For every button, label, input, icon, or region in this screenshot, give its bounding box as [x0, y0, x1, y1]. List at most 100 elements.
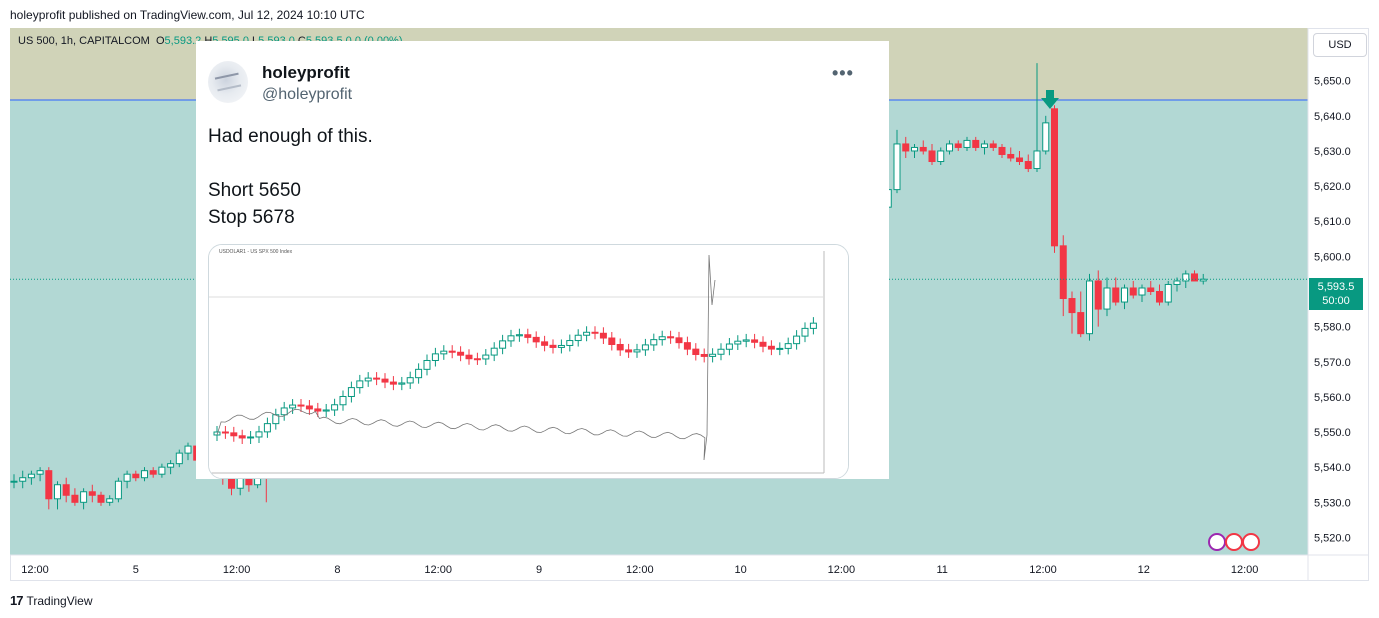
tweet-chart-image[interactable]: USDOLAR1 - US SPX 500 Index [208, 244, 849, 479]
candle-body [1173, 280, 1181, 285]
inset-candle-body [499, 340, 507, 349]
candle-body [928, 150, 936, 163]
candle-body [149, 470, 157, 475]
candle-body [19, 477, 27, 482]
inset-candle-body [692, 348, 700, 355]
legend-o-value: 5,593.2 [164, 35, 202, 47]
inset-candle-body [591, 331, 599, 334]
avatar[interactable] [208, 61, 248, 103]
x-tick-label: 5 [133, 564, 139, 576]
inset-candle-body [389, 381, 397, 385]
tweet-line: Stop 5678 [208, 207, 295, 228]
footer-brand[interactable]: TradingView [26, 593, 93, 608]
inset-candle-body [515, 334, 523, 337]
inset-candle-body [650, 339, 658, 346]
x-tick-label: 12:00 [1231, 564, 1259, 576]
inset-candle-body [784, 343, 792, 349]
inset-candle-body [255, 431, 263, 438]
y-tick-label: 5,550.0 [1314, 427, 1351, 439]
x-tick-label: 12:00 [21, 564, 49, 576]
us-flag-icon [1225, 533, 1243, 551]
y-tick-label: 5,610.0 [1314, 216, 1351, 228]
candle-body [114, 480, 122, 500]
candle-body [71, 494, 79, 503]
inset-candle-body [213, 431, 221, 436]
x-tick-label: 12:00 [223, 564, 251, 576]
candle-body [1191, 273, 1198, 282]
footer: 17 TradingView [10, 593, 93, 608]
inset-candle-body [381, 378, 389, 383]
legend-o-label: O [155, 35, 165, 47]
inset-candle-body [230, 432, 238, 437]
candle-body [97, 494, 105, 503]
candle-body [911, 146, 918, 152]
inset-candle-body [599, 332, 607, 339]
inset-candle-body [473, 358, 481, 361]
candle-body [963, 139, 971, 148]
avatar-chart-icon [214, 72, 242, 92]
candle-body [1147, 287, 1155, 292]
candle-body [80, 491, 88, 503]
inset-candle-body [524, 334, 532, 338]
inset-index-line [216, 254, 716, 461]
inset-candle-body [415, 368, 423, 379]
publish-header: holeyprofit published on TradingView.com… [10, 8, 365, 22]
tweet-text: Had enough of this. Short 5650 Stop 5678 [208, 123, 373, 231]
inset-candle-body [339, 395, 347, 406]
inset-candle-body [641, 344, 649, 351]
inset-candle-body [658, 336, 666, 341]
tweet-author-handle[interactable]: @holeyprofit [262, 86, 353, 103]
candle-body [937, 150, 945, 163]
y-tick-label: 5,560.0 [1314, 392, 1351, 404]
inset-candle-body [322, 409, 330, 412]
candle-body [45, 470, 53, 500]
x-tick-label: 12:00 [828, 564, 856, 576]
candle-body [1103, 287, 1111, 310]
candle-body [1007, 153, 1015, 159]
candle-body [1024, 161, 1032, 170]
candle-body [981, 143, 988, 148]
tweet-line: Short 5650 [208, 180, 301, 201]
candle-body [10, 480, 18, 483]
inset-candle-body [616, 343, 624, 351]
tweet-author-name[interactable]: holeyprofit [262, 63, 350, 82]
x-tick-label: 10 [734, 564, 746, 576]
candle-body [954, 143, 962, 148]
inset-candle-body [809, 322, 817, 329]
candle-body [62, 484, 70, 496]
currency-button[interactable]: USD [1313, 33, 1367, 57]
x-tick-label: 12:00 [424, 564, 452, 576]
y-tick-label: 5,530.0 [1314, 497, 1351, 509]
tweet-line [208, 150, 373, 177]
inset-candle-body [406, 377, 414, 384]
candle-body [1042, 122, 1050, 152]
y-tick-label: 5,630.0 [1314, 146, 1351, 158]
tradingview-logo-icon[interactable]: 17 [10, 593, 24, 608]
inset-candle-body [541, 341, 549, 346]
arrow-shaft [1046, 90, 1054, 99]
inset-candle-body [709, 353, 717, 357]
candle-body [902, 143, 910, 152]
more-options-icon[interactable]: ••• [832, 63, 854, 83]
inset-candle-body [683, 342, 691, 350]
candle-body [1112, 287, 1120, 303]
inset-candle-body [398, 382, 406, 385]
inset-candle-body [482, 354, 490, 360]
candle-body [1077, 312, 1085, 335]
inset-candle-body [457, 351, 465, 356]
candle-body [1033, 150, 1041, 170]
inset-title: USDOLAR1 - US SPX 500 Index [219, 249, 293, 255]
candle-body [1051, 108, 1058, 247]
candle-body [27, 473, 35, 479]
inset-candle-body [356, 380, 364, 389]
us-flag-icon [1242, 533, 1260, 551]
inset-candle-body [314, 408, 322, 412]
inset-candle-body [347, 387, 355, 397]
inset-candle-body [608, 337, 616, 345]
candle-body [36, 470, 44, 475]
x-tick-label: 12:00 [1029, 564, 1057, 576]
countdown-value: 50:00 [1322, 295, 1350, 307]
inset-candle-body [667, 336, 675, 339]
candle-body [141, 470, 148, 479]
inset-candle-body [557, 344, 565, 348]
